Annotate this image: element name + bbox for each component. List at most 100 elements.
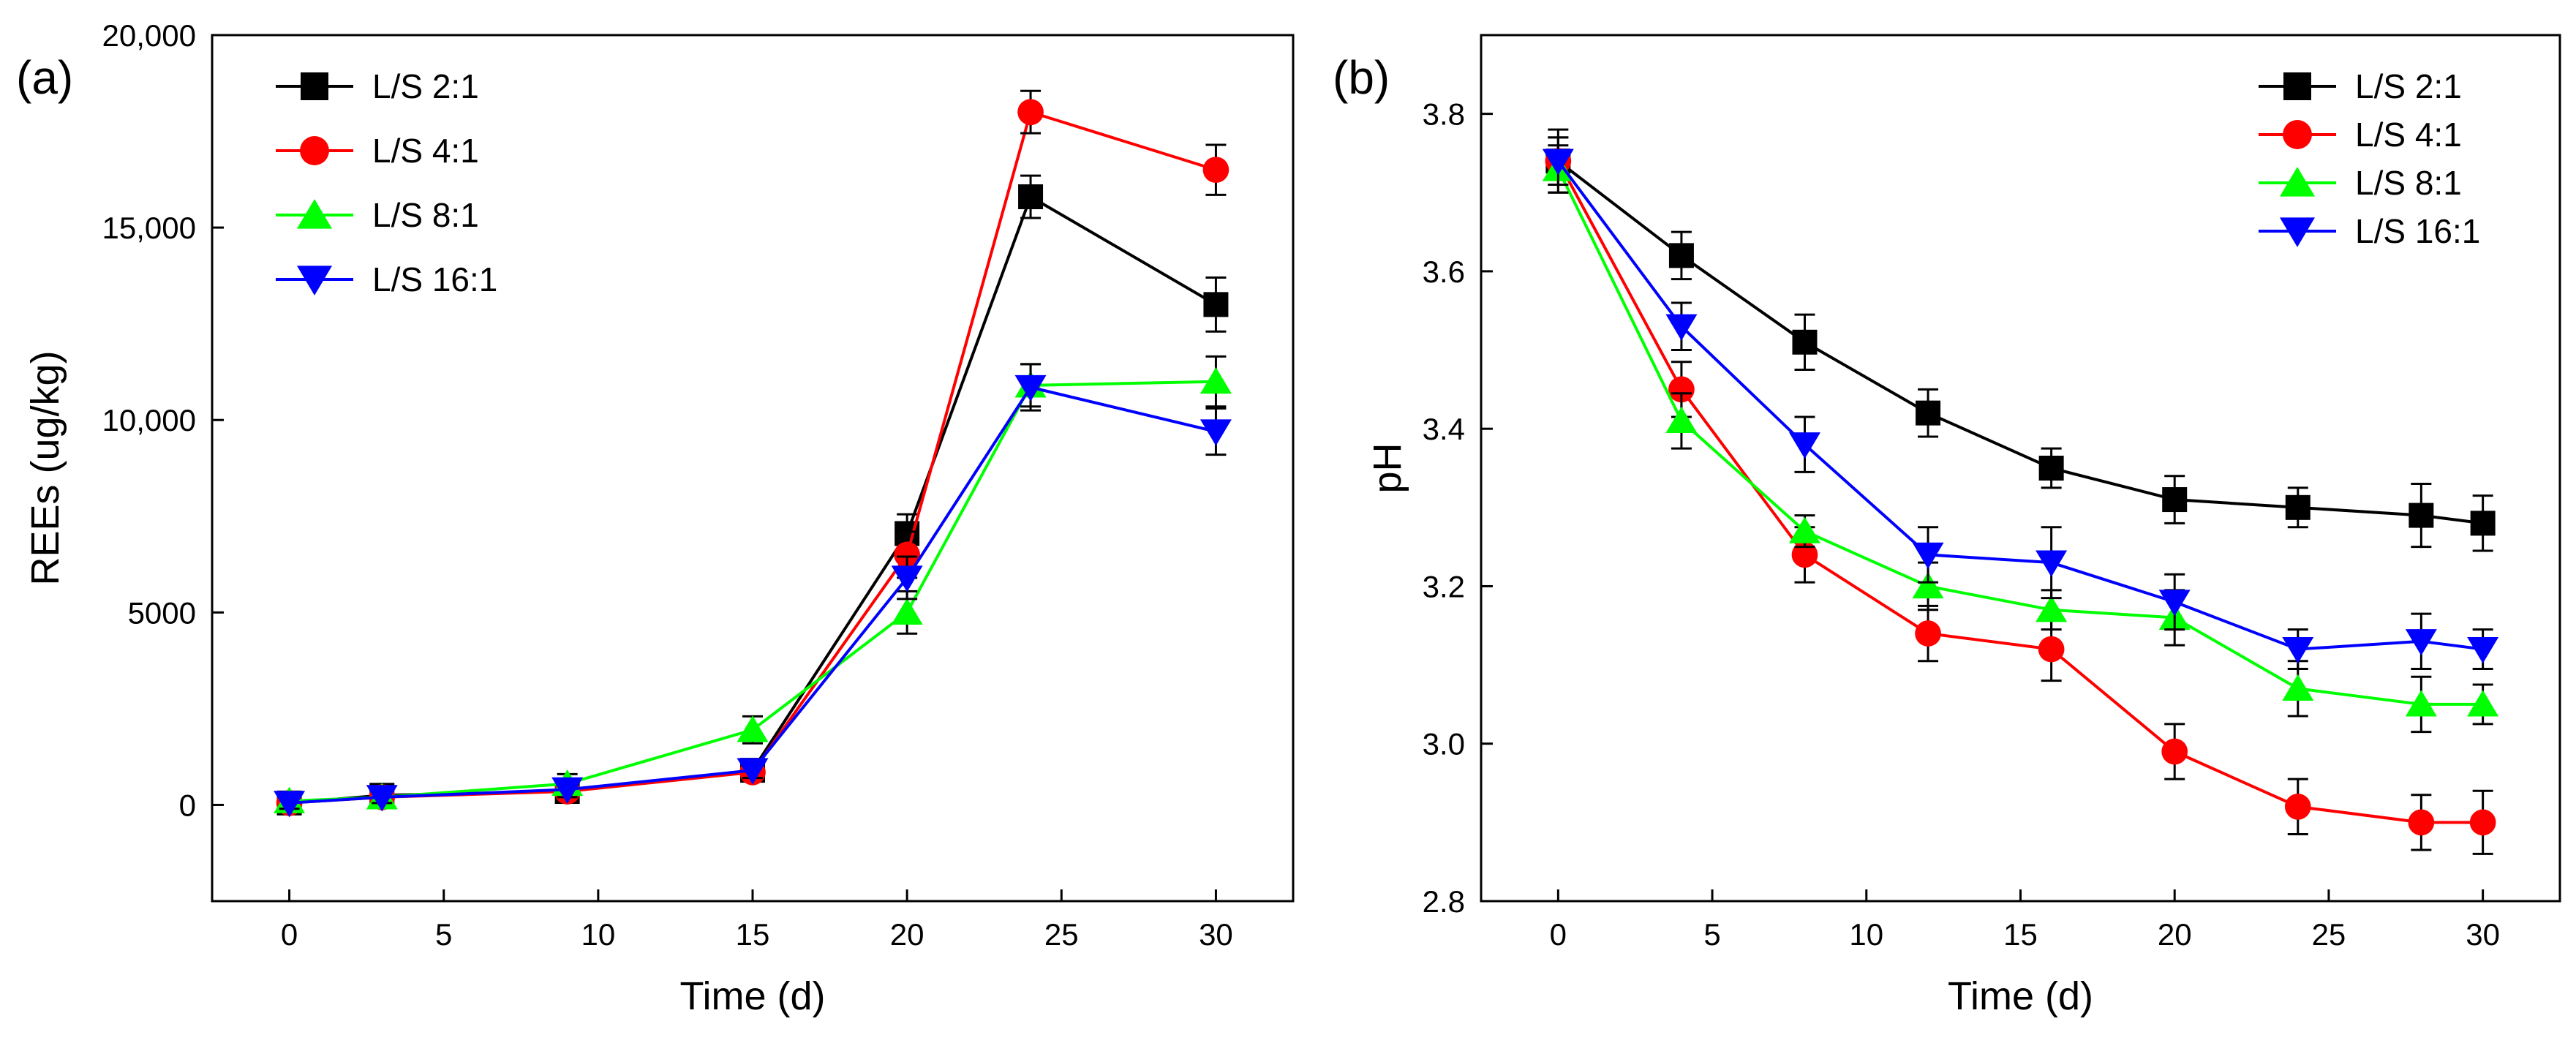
- legend-label: L/S 2:1: [372, 67, 479, 105]
- legend-item: L/S 2:1: [2259, 67, 2462, 105]
- panel-b-series-l-s-16-1: [1542, 136, 2499, 670]
- legend-marker: [296, 199, 333, 229]
- data-point: [2158, 590, 2191, 617]
- panel-b-y-tick-label: 2.8: [1423, 884, 1465, 919]
- data-point: [1200, 367, 1232, 394]
- legend-label: L/S 16:1: [372, 260, 497, 298]
- series-line: [1556, 160, 2483, 824]
- panel-a-series-l-s-16-1: [274, 363, 1232, 818]
- legend-label: L/S 16:1: [2355, 212, 2480, 250]
- panel-b-legend: L/S 2:1 L/S 4:1 L/S 8:1 L/S 16:1: [2259, 67, 2480, 250]
- data-point: [1202, 157, 1229, 184]
- panel-a-x-tick-label: 10: [581, 917, 615, 952]
- data-point: [1018, 184, 1044, 210]
- panel-b-x-tick-label: 15: [2003, 917, 2038, 952]
- data-point: [891, 598, 923, 625]
- panel-a-y-tick-label: 20,000: [102, 18, 196, 53]
- panel-a-y-tick-label: 0: [179, 788, 196, 822]
- data-point: [1542, 148, 1574, 176]
- panel-a-series-l-s-8-1: [274, 355, 1232, 813]
- data-point: [1200, 419, 1232, 446]
- data-point: [1665, 406, 1698, 434]
- legend-label: L/S 8:1: [2355, 164, 2462, 202]
- data-point: [1915, 620, 1941, 647]
- data-point: [2405, 629, 2437, 656]
- data-point: [1788, 516, 1821, 543]
- data-point: [737, 758, 769, 785]
- legend-item: L/S 4:1: [276, 132, 479, 170]
- panel-b-y-tick-label: 3.0: [1423, 727, 1465, 761]
- data-point: [1668, 243, 1694, 268]
- legend-marker: [2279, 217, 2316, 247]
- legend-item: L/S 2:1: [276, 67, 479, 105]
- legend-label: L/S 4:1: [372, 132, 479, 170]
- panel-b-x-tick-label: 25: [2312, 917, 2346, 952]
- data-point: [2038, 636, 2065, 663]
- data-point: [1792, 329, 1818, 355]
- data-point: [2161, 738, 2188, 765]
- legend-marker: [300, 136, 329, 165]
- panel-a-x-tick-label: 20: [890, 917, 924, 952]
- legend-item: L/S 16:1: [276, 260, 497, 298]
- data-point: [551, 777, 584, 804]
- series-line: [1556, 168, 2483, 706]
- data-point: [891, 565, 923, 592]
- data-point: [2282, 636, 2314, 664]
- panel-a-x-tick-label: 5: [435, 917, 452, 952]
- data-point: [1912, 571, 1944, 599]
- panel-a-y-tick-label: 5000: [128, 595, 196, 630]
- panel-b-x-tick-label: 10: [1849, 917, 1883, 952]
- legend-item: L/S 8:1: [276, 196, 479, 234]
- panel-a-y-tick-label: 10,000: [102, 403, 196, 437]
- data-point: [1668, 376, 1695, 403]
- data-point: [2285, 494, 2311, 520]
- panel-a-y-tick-label: 15,000: [102, 211, 196, 245]
- panel-a-x-tick-label: 15: [736, 917, 770, 952]
- panel-b-y-axis-title: pH: [1366, 443, 1409, 493]
- data-point: [1665, 314, 1698, 341]
- panel-b-x-axis-title: Time (d): [1948, 974, 2093, 1018]
- panel-a-x-axis-title: Time (d): [680, 974, 826, 1018]
- legend-item: L/S 8:1: [2259, 164, 2462, 202]
- legend-item: L/S 16:1: [2259, 212, 2480, 250]
- legend-marker: [2283, 120, 2312, 149]
- data-point: [2035, 550, 2068, 577]
- data-point: [2162, 487, 2188, 513]
- panel-b-x-tick-label: 30: [2466, 917, 2500, 952]
- data-point: [2470, 511, 2496, 536]
- data-point: [1017, 99, 1044, 126]
- panel-a-x-tick-label: 25: [1044, 917, 1079, 952]
- legend-label: L/S 4:1: [2355, 116, 2462, 154]
- data-point: [737, 715, 769, 742]
- data-point: [1203, 292, 1229, 317]
- data-point: [1788, 432, 1821, 459]
- data-point: [2467, 636, 2499, 664]
- panel-b-series-l-s-8-1: [1542, 144, 2499, 734]
- data-point: [2282, 674, 2314, 701]
- data-point: [2035, 595, 2068, 622]
- panel-a-panel-label: (a): [16, 51, 73, 104]
- data-point: [2469, 809, 2496, 836]
- panel-b-x-tick-label: 20: [2158, 917, 2192, 952]
- data-point: [1014, 374, 1047, 402]
- panel-b-series-l-s-2-1: [1545, 128, 2496, 552]
- legend-item: L/S 4:1: [2259, 116, 2462, 154]
- panel-a: 0 5 10 15 20 25 30 0 5000 10,000 15,000 20,000 Time …: [16, 18, 1295, 1018]
- data-point: [366, 785, 398, 812]
- legend-label: L/S 2:1: [2355, 67, 2462, 105]
- legend-marker: [2279, 167, 2316, 197]
- data-point: [2408, 809, 2435, 836]
- data-point: [1916, 400, 1941, 426]
- data-point: [2409, 502, 2434, 528]
- data-point: [894, 541, 920, 568]
- data-point: [274, 791, 306, 818]
- legend-label: L/S 8:1: [372, 196, 479, 234]
- data-point: [2284, 793, 2311, 820]
- data-point: [2038, 456, 2064, 481]
- panel-b-y-tick-label: 3.2: [1423, 569, 1465, 603]
- panel-b-x-tick-label: 0: [1550, 917, 1567, 952]
- panel-b-y-tick-label: 3.6: [1423, 255, 1465, 289]
- panel-b-panel-label: (b): [1333, 51, 1390, 104]
- panel-a-x-tick-label: 0: [281, 917, 298, 952]
